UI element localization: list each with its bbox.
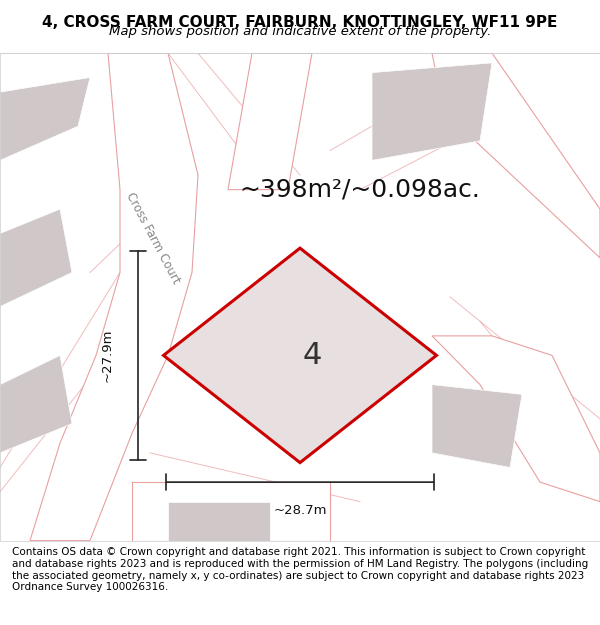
Text: Cross Farm Court: Cross Farm Court (124, 191, 182, 286)
Text: Map shows position and indicative extent of the property.: Map shows position and indicative extent… (109, 25, 491, 38)
Text: ~398m²/~0.098ac.: ~398m²/~0.098ac. (239, 177, 481, 202)
Text: 4, CROSS FARM COURT, FAIRBURN, KNOTTINGLEY, WF11 9PE: 4, CROSS FARM COURT, FAIRBURN, KNOTTINGL… (43, 15, 557, 30)
Polygon shape (168, 502, 270, 541)
Text: ~27.9m: ~27.9m (101, 329, 114, 382)
Polygon shape (432, 53, 600, 258)
Polygon shape (0, 78, 90, 161)
Polygon shape (0, 209, 72, 307)
Polygon shape (372, 63, 492, 161)
Polygon shape (30, 53, 198, 541)
Polygon shape (163, 248, 437, 462)
Polygon shape (132, 482, 330, 541)
Text: 4: 4 (302, 341, 322, 370)
Text: Contains OS data © Crown copyright and database right 2021. This information is : Contains OS data © Crown copyright and d… (12, 548, 588, 592)
Polygon shape (0, 356, 72, 453)
Text: ~28.7m: ~28.7m (273, 504, 327, 517)
Polygon shape (228, 53, 312, 189)
Polygon shape (432, 336, 600, 502)
Polygon shape (432, 384, 522, 468)
